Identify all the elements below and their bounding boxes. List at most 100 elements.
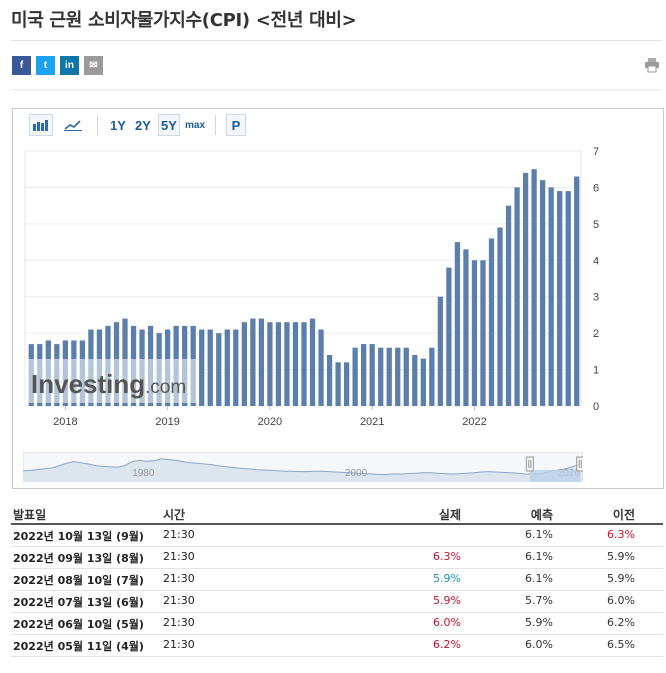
p-button[interactable]: P (226, 114, 246, 136)
range-2y-button[interactable]: 2Y (135, 117, 151, 133)
email-share-button[interactable]: ✉ (84, 56, 103, 75)
bar[interactable] (275, 322, 282, 406)
bar[interactable] (284, 322, 290, 406)
row-previous: 6.0% (607, 594, 635, 607)
watermark-suffix: .com (145, 377, 186, 398)
bar[interactable] (267, 322, 273, 406)
bar[interactable] (216, 333, 222, 406)
y-tick-label: 0 (593, 401, 599, 413)
navigator-tick-label: 2000 (345, 468, 368, 479)
bar[interactable] (369, 344, 375, 406)
bar[interactable] (250, 318, 256, 406)
bar[interactable] (361, 344, 367, 406)
line-chart-button[interactable] (61, 114, 85, 136)
twitter-share-button[interactable]: t (36, 56, 55, 75)
x-tick-label: 2022 (462, 416, 486, 428)
bar[interactable] (463, 249, 469, 406)
bar[interactable] (497, 227, 503, 407)
investing-watermark: Investing .com (25, 359, 198, 403)
bar[interactable] (429, 347, 435, 406)
bar-chart-button[interactable] (29, 114, 53, 136)
row-previous: 6.2% (607, 616, 635, 629)
bar[interactable] (480, 260, 486, 406)
bar[interactable] (522, 172, 529, 406)
printer-icon[interactable] (644, 57, 660, 73)
bar[interactable] (241, 322, 247, 406)
bar[interactable] (309, 318, 316, 406)
bar[interactable] (233, 329, 239, 407)
row-previous: 5.9% (607, 572, 635, 585)
row-date: 2022년 09월 13일 (8월) (13, 552, 144, 565)
table-row: 2022년 09월 13일 (8월) 21:30 6.3% 6.1% 5.9% (11, 547, 663, 569)
range-1y-button[interactable]: 1Y (110, 117, 126, 133)
bar[interactable] (505, 205, 512, 406)
line-chart-icon (64, 120, 82, 131)
row-forecast: 6.1% (525, 550, 553, 563)
bar[interactable] (488, 238, 495, 406)
bar[interactable] (548, 187, 554, 406)
bar[interactable] (471, 260, 478, 406)
row-time: 21:30 (163, 638, 195, 651)
bar[interactable] (403, 347, 409, 406)
bar[interactable] (378, 347, 384, 406)
bar[interactable] (446, 267, 452, 406)
bar[interactable] (224, 329, 230, 407)
bar[interactable] (199, 329, 205, 407)
row-forecast: 5.7% (525, 594, 553, 607)
bar[interactable] (301, 322, 307, 406)
bar[interactable] (318, 329, 324, 407)
table-row: 2022년 07월 13일 (6월) 21:30 5.9% 5.7% 6.0% (11, 591, 663, 613)
x-tick-label: 2019 (155, 416, 179, 428)
navigator[interactable]: 198020002020 (23, 452, 583, 482)
header-time[interactable]: 시간 (163, 508, 186, 522)
row-previous: 6.3% (607, 528, 635, 541)
range-5y-button[interactable]: 5Y (158, 114, 180, 136)
row-previous: 6.5% (607, 638, 635, 651)
bar[interactable] (395, 347, 401, 406)
row-actual: 6.2% (433, 638, 461, 651)
row-forecast: 6.1% (525, 528, 553, 541)
bar[interactable] (557, 191, 563, 406)
row-forecast: 6.0% (525, 638, 553, 651)
bar[interactable] (574, 176, 580, 407)
bar[interactable] (540, 180, 546, 406)
bar[interactable] (207, 329, 213, 407)
linkedin-share-button[interactable]: in (60, 56, 79, 75)
bar[interactable] (454, 242, 461, 406)
bar[interactable] (412, 355, 418, 406)
bar[interactable] (258, 318, 265, 406)
navigator-line (23, 458, 583, 475)
bar[interactable] (352, 347, 358, 406)
y-tick-label: 7 (593, 147, 599, 158)
navigator-handle[interactable] (576, 456, 583, 472)
chart-toolbar: 1Y 2Y 5Y max P (13, 109, 663, 141)
row-time: 21:30 (163, 572, 195, 585)
bar[interactable] (437, 296, 444, 406)
header-previous[interactable]: 이전 (612, 508, 635, 522)
header-actual[interactable]: 실제 (438, 508, 461, 522)
navigator-window[interactable] (529, 470, 581, 482)
y-tick-label: 2 (593, 328, 599, 340)
range-max-button[interactable]: max (184, 119, 205, 131)
y-tick-label: 6 (593, 182, 599, 194)
bar[interactable] (565, 191, 571, 406)
facebook-share-button[interactable]: f (12, 56, 31, 75)
header-date[interactable]: 발표일 (13, 508, 47, 522)
bar[interactable] (343, 362, 350, 406)
header-forecast[interactable]: 예측 (530, 508, 553, 522)
row-actual: 5.9% (433, 572, 461, 585)
bar[interactable] (531, 169, 537, 406)
row-actual: 5.9% (433, 594, 461, 607)
bar[interactable] (326, 355, 333, 406)
row-date: 2022년 06월 10일 (5월) (13, 618, 144, 631)
table-row: 2022년 10월 13일 (9월) 21:30 6.1% 6.3% (11, 525, 663, 547)
share-divider (11, 89, 662, 90)
bar[interactable] (420, 358, 426, 406)
bar[interactable] (292, 322, 299, 406)
x-tick-label: 2018 (53, 416, 77, 428)
bar[interactable] (335, 362, 341, 406)
bar[interactable] (514, 187, 520, 406)
bar[interactable] (386, 347, 392, 406)
navigator-handle[interactable] (525, 456, 534, 472)
y-axis: 0 1 2 3 4 5 6 7 (593, 147, 599, 413)
